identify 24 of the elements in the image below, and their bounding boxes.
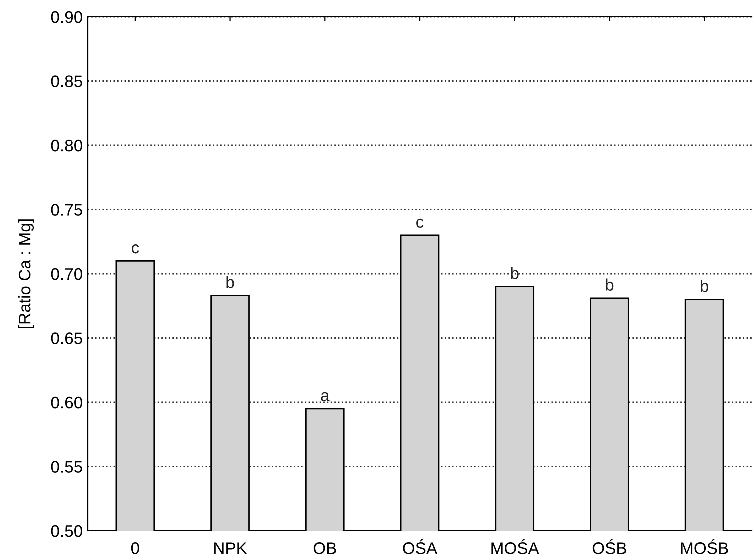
y-tick-label: 0.65 <box>51 332 82 344</box>
data-label: b <box>511 267 519 280</box>
y-tick-label: 0.80 <box>51 140 82 152</box>
y-tick-label: 0.50 <box>51 525 82 538</box>
x-tick-label: OB <box>314 542 336 554</box>
y-tick-label: 0.55 <box>51 461 82 473</box>
x-tick-label: OŚB <box>592 539 626 554</box>
data-label: a <box>321 392 330 402</box>
y-tick-label: 0.90 <box>51 11 82 24</box>
data-label: b <box>226 276 234 288</box>
y-tick-label: 0.85 <box>51 76 82 88</box>
x-tick-label: NPK <box>214 542 248 554</box>
y-tick-label: 0.70 <box>51 268 82 280</box>
x-tick-label: MOŚB <box>681 539 728 554</box>
y-tick-label: 0.75 <box>51 204 82 216</box>
data-label: c <box>132 244 140 254</box>
data-label: b <box>701 280 709 292</box>
data-label: c <box>416 218 424 228</box>
y-tick-label: 0.60 <box>51 396 82 409</box>
x-tick-label: 0 <box>131 542 140 554</box>
x-tick-label: OŚA <box>403 539 438 554</box>
y-axis-title: [Ratio Ca : Mg] <box>18 220 34 328</box>
x-tick-label: MOŚA <box>492 539 540 554</box>
data-label: b <box>606 278 614 291</box>
